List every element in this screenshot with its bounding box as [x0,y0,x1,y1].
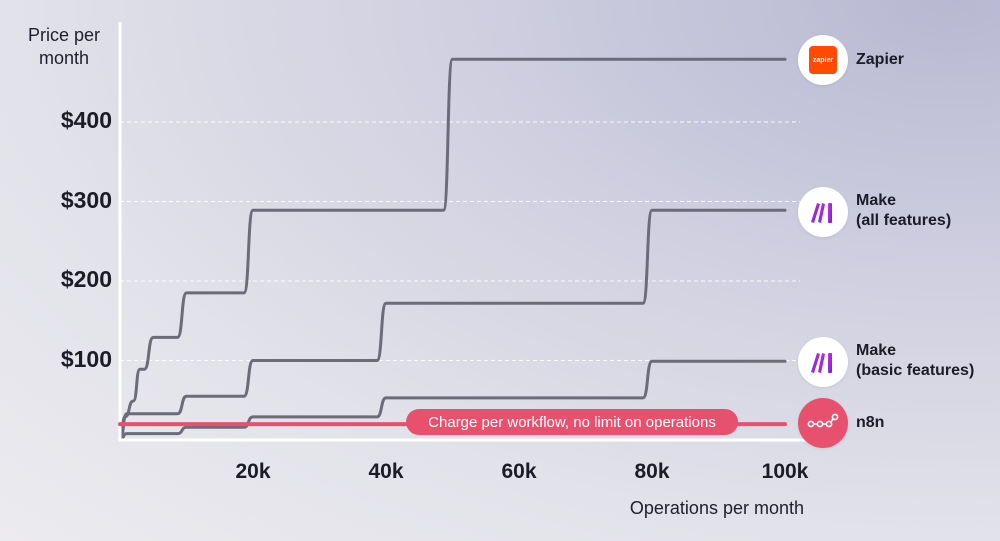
n8n-series-label: n8n [856,413,996,433]
x-tick-label: 20k [235,460,271,483]
make-all-label-line2: (all features) [856,212,952,229]
x-axis-title: Operations per month [629,498,804,518]
x-tick-label: 60k [501,460,537,483]
make-all-series-label: Make (all features) [856,191,996,231]
zapier-series-label: Zapier [856,50,996,70]
n8n-annotation-pill: Charge per workflow, no limit on operati… [406,409,738,435]
x-tick-label: 100k [761,460,809,483]
zapier-label-text: Zapier [856,51,905,68]
n8n-label-text: n8n [856,414,885,431]
make-basic-logo [798,337,848,387]
make-basic-label-line2: (basic features) [856,362,975,379]
y-tick-label: $300 [60,186,112,213]
make-all-label-line1: Make [856,192,897,209]
n8n-logo-icon [807,413,839,428]
y-tick-label: $400 [60,107,112,133]
make-logo-icon [811,203,832,223]
zapier-logo: zapier [798,35,848,85]
series-line-make_all [118,208,787,442]
y-tick-label: $100 [60,345,112,372]
make-basic-label-line1: Make [856,342,897,359]
x-tick-label: 40k [368,460,404,483]
make-all-logo [798,187,848,237]
make-logo-icon [811,353,832,373]
n8n-logo [798,398,848,448]
zapier-logo-mark: zapier [809,46,837,74]
y-axis-title: Price per month [27,25,101,68]
series-line-make_basic [118,359,787,442]
make-basic-series-label: Make (basic features) [856,341,996,381]
y-tick-label: $200 [60,266,112,292]
x-tick-label: 80k [634,460,670,483]
series-line-zapier [118,57,787,442]
